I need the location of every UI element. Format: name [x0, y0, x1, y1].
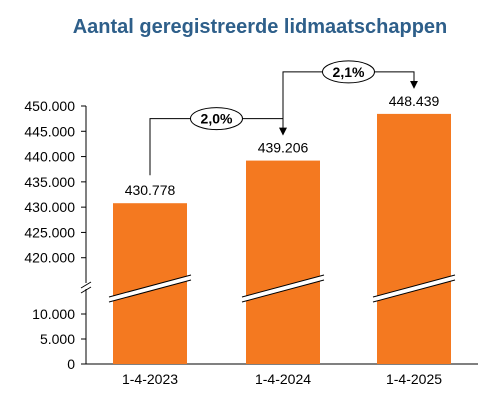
- value-label: 430.778: [125, 182, 176, 198]
- y-tick-label: 430.000: [24, 199, 75, 215]
- bar: [246, 160, 320, 364]
- axis-break-line-lower: [80, 286, 92, 294]
- y-tick-label: 440.000: [24, 149, 75, 165]
- y-tick-label: 425.000: [24, 224, 75, 240]
- value-label: 439.206: [258, 140, 309, 156]
- bar-break-line-lower: [241, 279, 325, 303]
- y-axis-ticks: 420.000 425.000 430.000 435.000 440.000 445.0…: [24, 98, 86, 372]
- bar-break-band: [109, 275, 191, 302]
- y-tick-label: 435.000: [24, 174, 75, 190]
- y-tick-label: 10.000: [32, 306, 75, 322]
- bar-break-band: [242, 275, 324, 302]
- growth-label: 2,1%: [333, 64, 365, 80]
- bar-break-line-upper: [372, 274, 456, 298]
- x-axis-labels: 1-4-2023 1-4-2024 1-4-2025: [122, 371, 442, 387]
- bar-break-line-lower: [372, 279, 456, 303]
- y-tick-label: 450.000: [24, 98, 75, 114]
- y-tick-label: 5.000: [40, 331, 75, 347]
- bar: [377, 113, 451, 365]
- x-tick-label: 1-4-2025: [386, 371, 442, 387]
- y-tick-label: 0: [67, 356, 75, 372]
- axis-break-line-upper: [80, 281, 92, 289]
- bar-break-line-upper: [108, 274, 192, 298]
- growth-badge: [322, 60, 375, 84]
- chart-title: Aantal geregistreerde lidmaatschappen: [73, 16, 448, 38]
- bar-break-band: [373, 275, 455, 302]
- bar-break-marks: [108, 274, 456, 303]
- growth-annotations: 2,0% 2,1%: [149, 60, 418, 176]
- x-tick-label: 1-4-2024: [255, 371, 311, 387]
- x-tick-label: 1-4-2023: [122, 371, 178, 387]
- bar-break-line-lower: [108, 279, 192, 303]
- y-tick-label: 420.000: [24, 250, 75, 266]
- value-label: 448.439: [389, 93, 440, 109]
- bar-break-line-upper: [241, 274, 325, 298]
- axis-break-mark: [80, 281, 92, 294]
- y-tick-label: 445.000: [24, 123, 75, 139]
- growth-badge: [190, 107, 243, 131]
- growth-label: 2,0%: [201, 111, 233, 127]
- value-labels: 430.778 439.206 448.439: [125, 93, 440, 198]
